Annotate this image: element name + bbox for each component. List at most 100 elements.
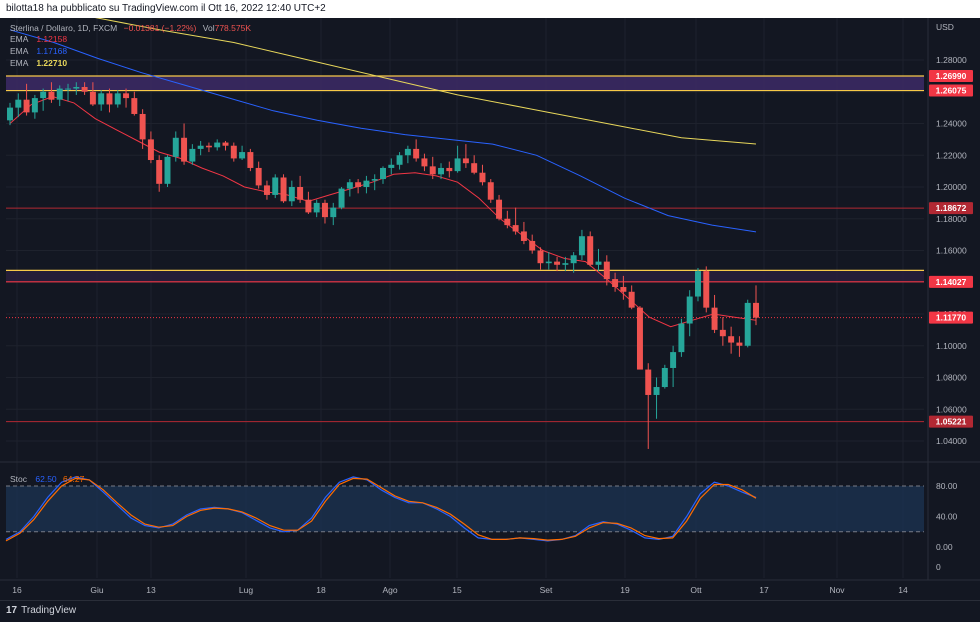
candle-body	[479, 172, 486, 183]
candle-body	[694, 271, 701, 297]
candle-body	[263, 185, 270, 195]
price-tick-label: 1.18000	[936, 214, 967, 224]
publish-bar: bilotta18 ha pubblicato su TradingView.c…	[0, 0, 980, 18]
candle-body	[620, 287, 627, 292]
candle-body	[172, 137, 179, 157]
ema-legend-3: EMA 1.22710	[10, 58, 67, 68]
candle-body	[239, 152, 246, 159]
candle-body	[89, 91, 96, 105]
price-badge-label: 1.26075	[936, 86, 967, 96]
candle-body	[454, 158, 461, 172]
time-tick-label: Lug	[239, 585, 253, 595]
price-badge-label: 1.14027	[936, 277, 967, 287]
candle-body	[686, 296, 693, 324]
ema2-label: EMA	[10, 46, 28, 56]
price-tick-label: 1.20000	[936, 182, 967, 192]
candle-body	[15, 99, 22, 108]
candle-body	[421, 158, 428, 167]
candle-body	[471, 163, 478, 173]
candle-body	[363, 180, 370, 187]
candle-body	[164, 156, 171, 184]
ema-yellow-line	[9, 3, 757, 145]
candle-body	[123, 93, 130, 99]
grid	[0, 18, 980, 581]
candle-body	[653, 387, 660, 395]
candle-body	[562, 263, 569, 265]
candle-body	[612, 279, 619, 288]
candle-body	[438, 167, 445, 175]
price-tick-label: 1.16000	[936, 246, 967, 256]
candle-body	[56, 88, 63, 100]
time-tick-label: Set	[540, 585, 553, 595]
candle-body	[753, 302, 759, 318]
price-badge-label: 1.11770	[936, 313, 967, 323]
price-badge-label: 1.05221	[936, 417, 967, 427]
price-tick-label: 1.28000	[936, 55, 967, 65]
time-tick-label: 14	[898, 585, 908, 595]
chart-area[interactable]: USD1.280001.260001.240001.220001.200001.…	[0, 3, 980, 600]
time-tick-label: 19	[620, 585, 630, 595]
candle-body	[537, 250, 544, 264]
candle-body	[156, 160, 163, 184]
stoch-tick-label: 0	[936, 562, 941, 572]
candle-body	[189, 148, 196, 162]
publish-info: bilotta18 ha pubblicato su TradingView.c…	[6, 3, 326, 14]
candle-body	[570, 255, 577, 264]
candle-body	[703, 271, 710, 308]
price-badge-label: 1.26990	[936, 71, 967, 81]
mid-zone	[6, 270, 924, 282]
chart-canvas[interactable]: USD1.280001.260001.240001.220001.200001.…	[0, 3, 980, 600]
candle-body	[40, 91, 47, 99]
stoch-d-value: 64.27	[63, 474, 85, 484]
candles	[7, 82, 759, 449]
stoch-legend: Stoc 62.50 64.27	[10, 474, 84, 484]
candle-body	[230, 145, 237, 159]
price-levels	[6, 207, 924, 423]
price-tick-label: 1.08000	[936, 373, 967, 383]
candle-body	[73, 86, 80, 89]
candle-body	[678, 323, 685, 353]
candle-body	[214, 142, 221, 148]
candle-body	[545, 261, 552, 264]
ema3-value: 1.22710	[36, 58, 68, 68]
tradingview-logo[interactable]: 17 TradingView	[6, 605, 76, 616]
candle-body	[371, 179, 378, 181]
candle-body	[554, 261, 561, 265]
candle-body	[380, 167, 386, 180]
ema2-value: 1.17168	[36, 46, 68, 56]
time-tick-label: Giu	[90, 585, 104, 595]
ema-blue-line	[9, 29, 757, 233]
ema1-label: EMA	[10, 34, 28, 44]
price-badge	[929, 202, 973, 215]
price-tick-label: 1.24000	[936, 119, 967, 129]
candle-body	[578, 236, 585, 256]
candle-body	[429, 166, 436, 175]
vol-label: Vol	[202, 23, 215, 33]
symbol-legend: Sterlina / Dollaro, 1D, FXCM −0.01381 (−…	[10, 23, 251, 33]
candle-body	[603, 261, 610, 280]
vol-value: 778.575K	[214, 23, 251, 33]
price-tick-label: 1.10000	[936, 341, 967, 351]
stoch-k-line	[5, 476, 757, 542]
candle-body	[48, 91, 55, 100]
candle-body	[288, 187, 295, 202]
price-badge-label: 1.18672	[936, 203, 967, 213]
time-tick-label: 17	[759, 585, 769, 595]
candle-body	[595, 261, 602, 265]
candle-body	[280, 177, 287, 202]
candle-body	[114, 93, 121, 105]
price-badge	[929, 415, 973, 428]
ema-legend-1: EMA 1.12158	[10, 34, 67, 44]
candle-body	[106, 93, 113, 105]
stoch-tick-label: 0.00	[936, 542, 953, 552]
candle-body	[388, 164, 395, 168]
candle-body	[520, 231, 527, 241]
footer-bar: 17 TradingView	[0, 600, 980, 622]
price-badge	[929, 311, 973, 324]
ema3-label: EMA	[10, 58, 28, 68]
candle-body	[670, 352, 677, 368]
candle-body	[529, 240, 536, 251]
candle-body	[31, 98, 38, 113]
candle-body	[719, 329, 726, 337]
stoch-tick-label: 40.00	[936, 512, 958, 522]
